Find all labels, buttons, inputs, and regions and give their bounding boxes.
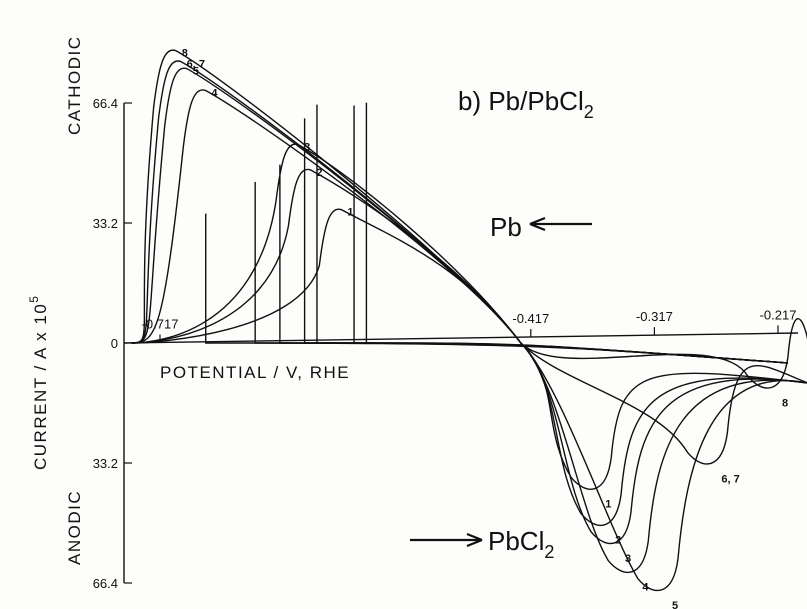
x-tick-label: -0.317 — [636, 309, 673, 324]
y-axis-label-superscript: 5 — [27, 295, 41, 303]
cathodic-label: CATHODIC — [65, 35, 84, 135]
y-tick-label: 33.2 — [93, 456, 118, 471]
series-anodic-label: 8 — [782, 397, 788, 409]
series-2-trace — [131, 168, 807, 527]
x-tick-label: -0.417 — [512, 311, 549, 326]
chart-title-subscript: 2 — [584, 102, 594, 122]
chart-title: b) Pb/PbCl2 — [458, 86, 594, 122]
series-anodic-label: 1 — [605, 499, 611, 511]
x-tick-label: -0.717 — [142, 316, 179, 331]
series-anodic-label: 5 — [672, 600, 678, 609]
chart-title-main: b) Pb/PbCl — [458, 86, 584, 116]
pb-annotation: Pb — [490, 212, 522, 242]
series-67-trace — [131, 60, 807, 465]
series-anodic-label: 6, 7 — [721, 473, 739, 485]
y-tick-label: 33.2 — [93, 216, 118, 231]
x-axis-label: POTENTIAL / V, RHE — [160, 363, 350, 382]
series-cathodic-label: 4 — [211, 87, 218, 99]
series-cathodic-label: 6, 7 — [187, 58, 205, 70]
pbcl2-annotation: PbCl2 — [488, 526, 554, 562]
pbcl2-annotation-subscript: 2 — [544, 542, 554, 562]
labels: CATHODIC ANODIC CURRENT / A x 105 POTENT… — [27, 35, 594, 565]
x-axis-line — [123, 332, 799, 344]
y-tick-label: 0 — [111, 336, 118, 351]
series-8-trace — [131, 49, 807, 389]
y-axis-label-main: CURRENT / A x 10 — [31, 303, 50, 470]
y-tick-label: 66.4 — [93, 96, 118, 111]
series-cathodic-label: 1 — [347, 207, 353, 219]
y-tick-label: 66.4 — [93, 576, 118, 591]
pbcl2-arrow — [410, 532, 483, 548]
x-tick-label: -0.217 — [760, 307, 797, 322]
pb-arrow — [529, 216, 592, 232]
series-1-trace — [131, 208, 807, 490]
pbcl2-annotation-main: PbCl — [488, 526, 544, 556]
series-cathodic-label: 8 — [182, 48, 188, 60]
series-4-trace — [131, 89, 807, 574]
series-anodic-label: 4 — [642, 582, 649, 594]
series-5-trace — [131, 67, 807, 592]
series-cathodic-label: 5 — [193, 66, 199, 78]
series-cathodic-label: 2 — [316, 167, 322, 179]
y-axis-label: CURRENT / A x 105 — [27, 295, 50, 470]
axes: 66.4 33.2 0 33.2 66.4 -0.717 -0.417 -0.317 -0.21… — [93, 96, 799, 591]
anodic-label: ANODIC — [65, 490, 84, 565]
